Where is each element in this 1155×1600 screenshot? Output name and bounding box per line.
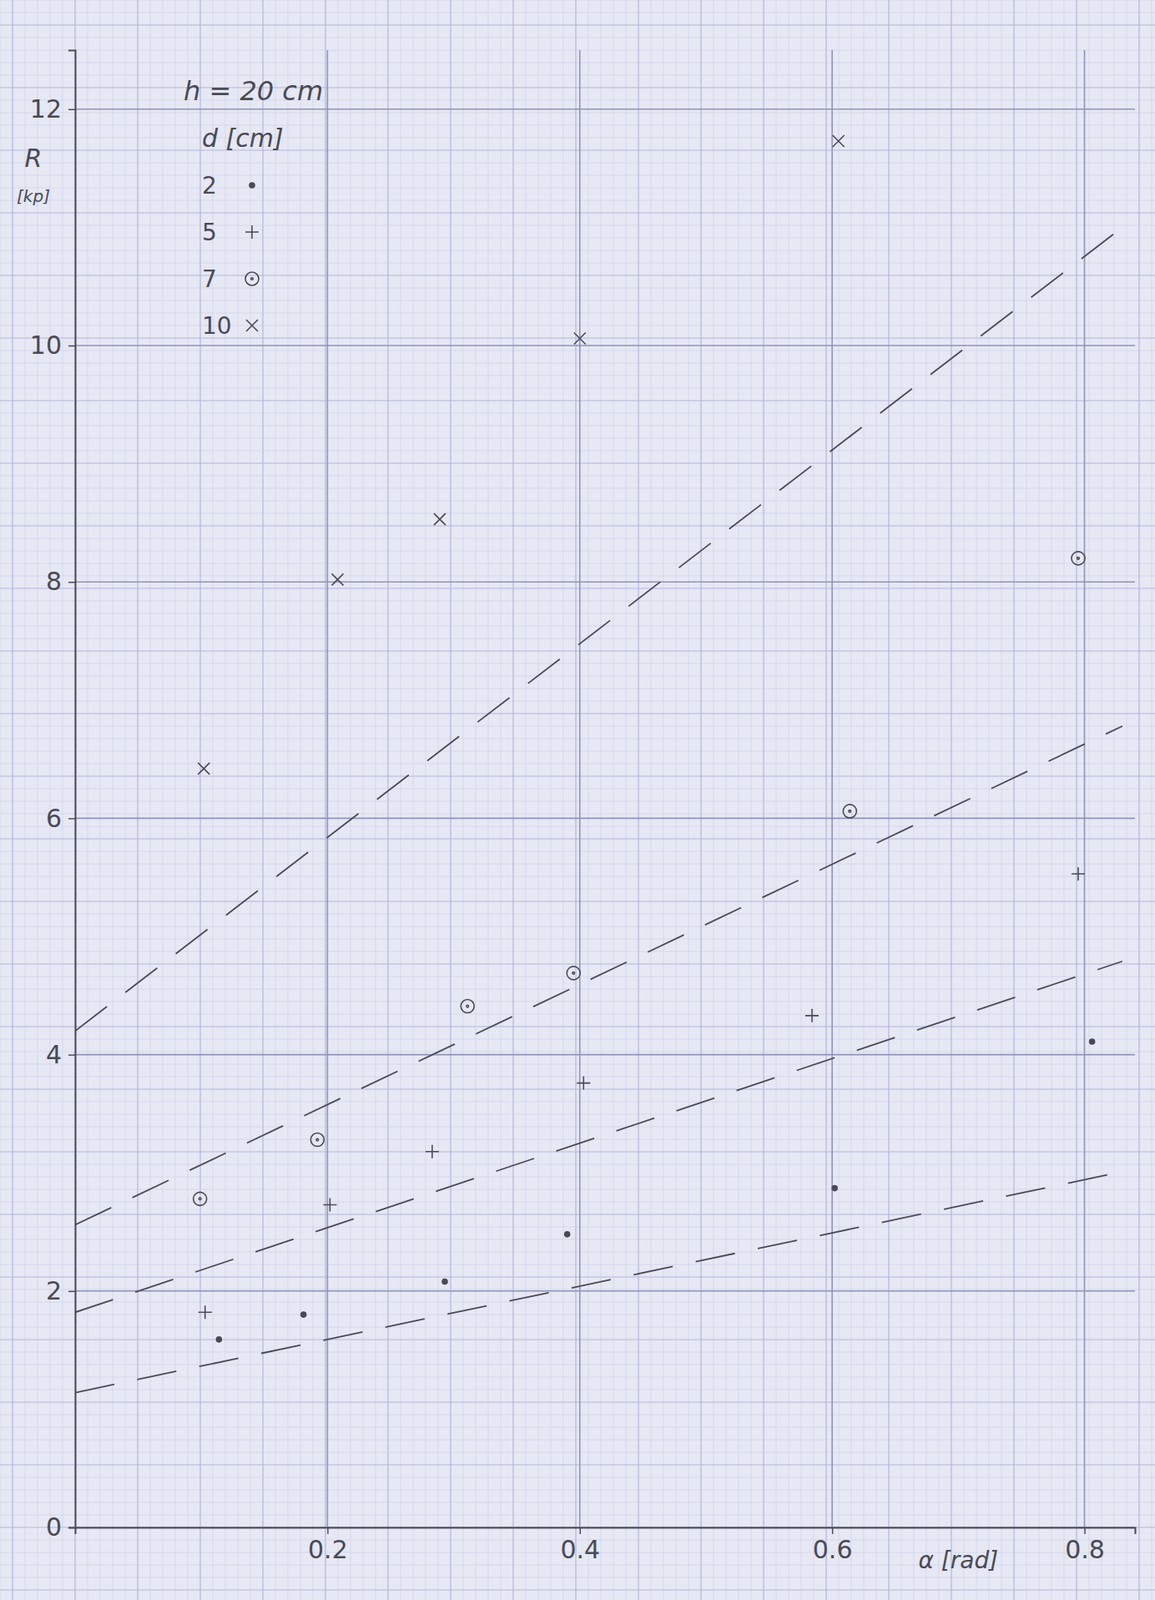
tick-mark (68, 1527, 76, 1529)
tick-mark (68, 1291, 76, 1293)
tick-mark (1084, 1527, 1086, 1534)
legend-title: d [cm] (201, 123, 284, 153)
tick-mark (327, 1527, 329, 1534)
annotation: h = 20 cm (183, 75, 323, 107)
tick-mark (68, 817, 76, 820)
legend-marker (249, 182, 255, 188)
point (832, 1185, 838, 1191)
fit-line (75, 961, 1123, 1313)
point (566, 966, 581, 980)
tick-label: 0.6 (812, 1534, 853, 1564)
paper-grid (0, 0, 1155, 1600)
legend-marker (245, 272, 259, 286)
grid-line (75, 1054, 1135, 1056)
tick: 0.2 (307, 1527, 349, 1564)
legend-label: 7 (201, 265, 217, 293)
grid-line (75, 817, 1135, 820)
tick-label: 0.2 (307, 1534, 349, 1564)
tick-label: 12 (30, 94, 62, 124)
tick-label: 0.4 (559, 1534, 601, 1564)
tick-label: 4 (45, 1039, 62, 1070)
point (193, 1191, 207, 1206)
tick-mark (832, 1527, 834, 1534)
legend-label: 5 (201, 218, 217, 247)
grid (75, 50, 1135, 1528)
tick: 2 (45, 1276, 76, 1306)
point (197, 762, 210, 775)
tick-mark (68, 109, 76, 111)
grid-line (831, 50, 833, 1528)
marks (75, 135, 1123, 1393)
point (842, 804, 857, 818)
legend-marker (246, 319, 258, 332)
point (576, 1076, 591, 1090)
grid-line (1084, 50, 1086, 1528)
tick-mark (580, 1527, 582, 1534)
point (331, 573, 343, 586)
tick-label: 0.8 (1064, 1534, 1105, 1564)
tick: 0.4 (559, 1527, 601, 1564)
point (310, 1133, 324, 1147)
point (322, 1197, 337, 1211)
legend-label: 2 (201, 171, 217, 200)
grid-line (327, 50, 329, 1528)
tick-label: 0 (45, 1512, 62, 1542)
plot: 0.2 0.4 0.6 0.8 0 2 4 6 8 10 12 α [rad] h = 20 cm d [… (30, 50, 1136, 1574)
axis-line (75, 1528, 1136, 1535)
point (805, 1008, 819, 1023)
axis-line (68, 50, 76, 1529)
grid-line (75, 580, 1135, 583)
point (198, 1305, 212, 1319)
fit-line (75, 726, 1123, 1226)
fit-line (75, 1171, 1123, 1393)
grid-line (75, 1290, 1135, 1292)
point (301, 1311, 307, 1317)
y-axis-title: R[kp] (16, 143, 51, 207)
tick-label: 2 (45, 1276, 62, 1306)
tick-mark (68, 1054, 76, 1056)
point (1071, 867, 1085, 881)
tick: 8 (45, 566, 76, 596)
tick-mark (68, 581, 76, 584)
tick: 0.6 (812, 1527, 853, 1564)
tick-label: 8 (45, 566, 62, 596)
tick: 12 (30, 94, 76, 124)
point (433, 513, 446, 525)
point (574, 332, 586, 345)
tick: 0.8 (1064, 1527, 1105, 1564)
point (425, 1144, 439, 1159)
point (832, 135, 845, 147)
tick: 4 (45, 1039, 76, 1070)
tick: 0 (45, 1512, 76, 1542)
point (216, 1336, 222, 1342)
tick-mark (68, 345, 76, 348)
point (564, 1231, 570, 1237)
point (1071, 551, 1085, 565)
fit-line (75, 226, 1123, 1031)
paper (0, 0, 1155, 1600)
legend-marker (245, 225, 259, 239)
legend: h = 20 cm d [cm] 2 5 7 10 (183, 75, 323, 340)
y-axis: 0 2 4 6 8 10 12 (30, 50, 76, 1543)
chart: 0.2 0.4 0.6 0.8 0 2 4 6 8 10 12 α [rad] h = 20 cm d [… (0, 0, 1155, 1600)
grid-line (579, 50, 581, 1528)
tick-label: 6 (45, 803, 62, 833)
tick-label: 10 (30, 330, 62, 360)
point (1089, 1038, 1095, 1045)
legend-label: 10 (201, 312, 233, 340)
grid-line (75, 344, 1135, 347)
point (442, 1278, 448, 1284)
x-axis-title: α [rad] (918, 1546, 999, 1574)
tick: 10 (30, 330, 76, 360)
tick: 6 (45, 803, 76, 833)
point (460, 999, 475, 1014)
grid-line (75, 108, 1135, 111)
